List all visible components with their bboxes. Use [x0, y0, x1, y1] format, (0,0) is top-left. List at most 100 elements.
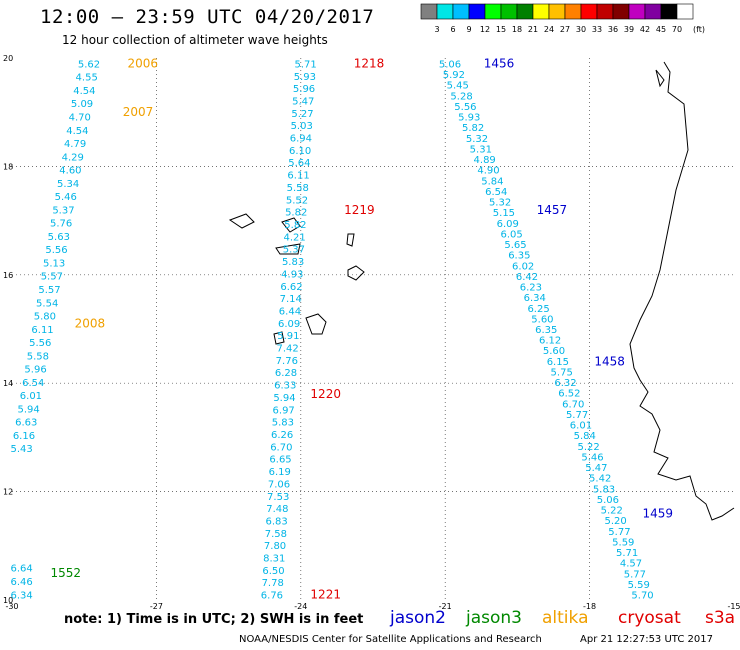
wave-height-value: 6.09 [497, 219, 519, 230]
time-label: 1457 [537, 203, 568, 217]
satellite-label: altika [542, 608, 589, 628]
color-tick-label: 21 [528, 25, 538, 34]
wave-height-value: 5.45 [447, 81, 469, 92]
time-label: 2006 [128, 56, 159, 70]
wave-height-value: 4.54 [66, 126, 88, 137]
x-tick-label: -15 [727, 602, 740, 610]
wave-height-value: 6.09 [278, 319, 300, 330]
island [305, 313, 327, 335]
wave-height-value: 7.48 [266, 504, 288, 515]
island [273, 331, 285, 345]
wave-height-value: 4.29 [62, 152, 84, 163]
wave-height-value: 5.84 [481, 176, 503, 187]
wave-height-value: 5.58 [27, 351, 49, 362]
wave-height-value: 5.77 [566, 410, 588, 421]
wave-height-value: 5.75 [551, 367, 573, 378]
wave-height-value: 6.46 [10, 577, 32, 588]
color-tick-label: 3 [434, 25, 439, 34]
wave-height-value: 7.06 [268, 479, 290, 490]
island [275, 243, 301, 255]
wave-height-value: 5.83 [593, 484, 615, 495]
time-label: 1456 [484, 56, 515, 70]
time-label: 1218 [354, 56, 385, 70]
page-subtitle: 12 hour collection of altimeter wave hei… [62, 33, 328, 47]
color-swatch [676, 3, 694, 20]
time-label: 1220 [310, 387, 341, 401]
wave-height-value: 4.89 [474, 155, 496, 166]
wave-height-value: 6.44 [279, 306, 301, 317]
wave-height-value: 4.70 [69, 112, 91, 123]
wave-height-value: 5.60 [531, 314, 553, 325]
wave-height-value: 5.13 [43, 258, 65, 269]
wave-height-value: 6.34 [524, 293, 546, 304]
wave-height-value: 6.35 [508, 251, 530, 262]
wave-height-value: 5.96 [24, 365, 46, 376]
wave-height-value: 5.22 [578, 442, 600, 453]
wave-height-value: 5.83 [282, 257, 304, 268]
satellite-label: jason3 [466, 608, 522, 628]
wave-height-value: 5.92 [443, 70, 465, 81]
color-tick-label: 18 [512, 25, 522, 34]
x-tick-label: -24 [294, 602, 307, 610]
wave-height-value: 5.94 [273, 393, 295, 404]
time-label: 2007 [123, 105, 154, 119]
wave-height-value: 5.80 [34, 312, 56, 323]
wave-height-value: 5.31 [470, 144, 492, 155]
y-tick-label: 12 [3, 488, 13, 497]
wave-height-value: 6.12 [539, 336, 561, 347]
page-title: 12:00 – 23:59 UTC 04/20/2017 [40, 6, 375, 28]
wave-height-value: 6.34 [10, 591, 32, 602]
x-tick-label: -30 [5, 602, 18, 610]
wave-height-value: 5.52 [286, 195, 308, 206]
wave-height-value: 5.06 [439, 59, 461, 70]
wave-height-value: 6.50 [262, 566, 284, 577]
time-label: 1459 [643, 506, 674, 520]
wave-height-value: 6.01 [570, 421, 592, 432]
color-tick-label: 12 [480, 25, 490, 34]
wave-height-value: 6.52 [558, 389, 580, 400]
wave-height-value: 7.58 [265, 529, 287, 540]
color-tick-label: 39 [624, 25, 634, 34]
wave-height-value: 4.90 [477, 166, 499, 177]
wave-height-value: 6.02 [512, 261, 534, 272]
wave-height-value: 5.43 [10, 444, 32, 455]
time-label: 1221 [310, 588, 341, 602]
wave-height-value: 8.31 [263, 554, 285, 565]
island [228, 213, 255, 229]
wave-height-value: 6.83 [265, 516, 287, 527]
color-scale-legend: 3 6 9 12 15 18 21 24 27 30 33 36 39 42 45 70 (ft) [420, 3, 705, 34]
wave-height-value: 5.84 [574, 431, 596, 442]
wave-height-value: 5.22 [601, 506, 623, 517]
wave-height-value: 6.63 [15, 418, 37, 429]
wave-height-value: 7.78 [262, 578, 284, 589]
wave-height-value: 5.46 [581, 452, 603, 463]
wave-height-value: 6.70 [562, 399, 584, 410]
color-unit-label: (ft) [693, 25, 705, 34]
wave-height-value: 4.79 [64, 139, 86, 150]
color-tick-label: 24 [544, 25, 554, 34]
wave-height-value: 6.54 [485, 187, 507, 198]
wave-height-value: 6.05 [500, 229, 522, 240]
time-label: 1219 [344, 203, 375, 217]
color-tick-label: 30 [576, 25, 586, 34]
satellite-label: jason2 [390, 608, 446, 628]
wave-height-value: 5.32 [466, 134, 488, 145]
wave-height-value: 6.15 [547, 357, 569, 368]
y-tick-label: 14 [3, 379, 13, 388]
wave-height-value: 5.47 [585, 463, 607, 474]
wave-height-value: 5.06 [597, 495, 619, 506]
wave-height-value: 6.28 [275, 368, 297, 379]
wave-height-value: 6.97 [273, 405, 295, 416]
wave-height-value: 5.76 [50, 219, 72, 230]
wave-height-value: 5.63 [48, 232, 70, 243]
coastline [629, 61, 735, 521]
wave-height-value: 4.55 [76, 73, 98, 84]
wave-height-value: 6.64 [10, 563, 32, 574]
color-tick-label: 36 [608, 25, 618, 34]
color-tick-label: 33 [592, 25, 602, 34]
time-label: 1552 [51, 566, 82, 580]
wave-height-value: 4.57 [620, 559, 642, 570]
wave-height-value: 6.62 [280, 282, 302, 293]
wave-height-value: 5.34 [57, 179, 79, 190]
wave-height-value: 5.57 [38, 285, 60, 296]
